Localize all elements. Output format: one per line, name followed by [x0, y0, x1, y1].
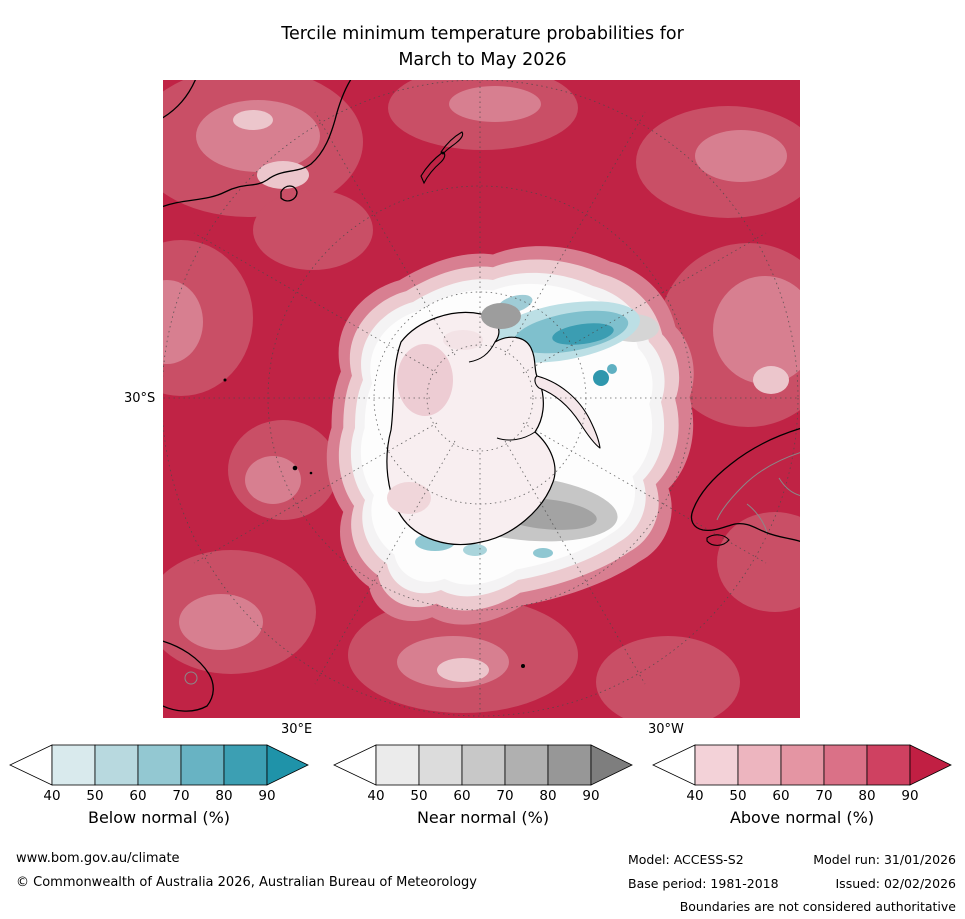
- legend-near-normal: 40 50 60 70 80 90 Near normal (%): [332, 744, 634, 827]
- australia-coastline: [163, 80, 352, 208]
- tasmania-coastline: [280, 185, 298, 202]
- legend-below-tick-labels: 40 50 60 70 80 90: [8, 786, 310, 804]
- tick-label: 70: [815, 788, 833, 804]
- latitude-label-30s: 30°S: [124, 391, 156, 406]
- footer-base-period: Base period: 1981-2018: [628, 876, 779, 891]
- colorbar-cell: [461, 744, 506, 786]
- tick-label: 70: [172, 788, 190, 804]
- graticule: [163, 80, 800, 718]
- country-borders: [184, 452, 800, 685]
- footer-boundaries-disclaimer: Boundaries are not considered authoritat…: [679, 899, 956, 914]
- footer-model-run: Model run: 31/01/2026: [813, 852, 956, 867]
- colorbar-right-arrow: [590, 744, 633, 786]
- page-title: Tercile minimum temperature probabilitie…: [0, 21, 965, 73]
- colorbar-cell: [780, 744, 825, 786]
- colorbar-cell: [94, 744, 139, 786]
- colorbar-left-arrow: [333, 744, 377, 786]
- tick-label: 90: [258, 788, 276, 804]
- legend-below-colorbar: [9, 744, 309, 786]
- colorbar-cell: [866, 744, 911, 786]
- colorbar-left-arrow: [9, 744, 53, 786]
- legend-below-caption: Below normal (%): [87, 808, 231, 827]
- legend-near-tick-labels: 40 50 60 70 80 90: [332, 786, 634, 804]
- colorbar-right-arrow: [909, 744, 952, 786]
- tick-label: 70: [496, 788, 514, 804]
- tick-label: 80: [215, 788, 233, 804]
- tick-label: 90: [582, 788, 600, 804]
- tick-label: 40: [43, 788, 61, 804]
- islands: [223, 378, 525, 668]
- legend-near-colorbar: [333, 744, 633, 786]
- tick-label: 60: [129, 788, 147, 804]
- tick-label: 40: [686, 788, 704, 804]
- tick-label: 40: [367, 788, 385, 804]
- tick-label: 50: [86, 788, 104, 804]
- coastlines: [163, 80, 800, 712]
- legend-above-colorbar: [652, 744, 952, 786]
- longitude-label-30w: 30°W: [648, 722, 684, 737]
- tick-label: 50: [729, 788, 747, 804]
- colorbar-cell: [418, 744, 463, 786]
- tick-label: 50: [410, 788, 428, 804]
- tick-label: 80: [539, 788, 557, 804]
- colorbar-cell: [823, 744, 868, 786]
- colorbar-cell: [737, 744, 782, 786]
- australia-west-coastline: [163, 80, 196, 119]
- new-zealand-north-island: [440, 131, 464, 155]
- footer-issued: Issued: 02/02/2026: [835, 876, 957, 891]
- colorbar-left-arrow: [652, 744, 696, 786]
- probability-field-pink: [163, 86, 800, 688]
- legend-above-caption: Above normal (%): [729, 808, 875, 827]
- colorbar-right-arrow: [266, 744, 309, 786]
- legend-above-normal: 40 50 60 70 80 90 Above normal (%): [651, 744, 953, 827]
- tick-label: 60: [772, 788, 790, 804]
- footer-model: Model: ACCESS-S2: [628, 852, 744, 867]
- colorbar-cell: [375, 744, 420, 786]
- legend-near-caption: Near normal (%): [416, 808, 550, 827]
- colorbar-cell: [223, 744, 268, 786]
- colorbar-cell: [504, 744, 549, 786]
- new-zealand-south-island: [420, 151, 446, 185]
- tick-label: 80: [858, 788, 876, 804]
- legend-below-normal: 40 50 60 70 80 90 Below normal (%): [8, 744, 310, 827]
- footer-website: www.bom.gov.au/climate: [16, 851, 180, 866]
- colorbar-cell: [694, 744, 739, 786]
- africa-coastline: [163, 640, 214, 712]
- tick-label: 60: [453, 788, 471, 804]
- tick-label: 90: [901, 788, 919, 804]
- longitude-label-30e: 30°E: [281, 722, 313, 737]
- antarctica-continent: [386, 303, 601, 546]
- tierra-del-fuego-coastline: [706, 534, 730, 546]
- colorbar-cell: [51, 744, 96, 786]
- south-america-coastline: [690, 427, 800, 543]
- legend-above-tick-labels: 40 50 60 70 80 90: [651, 786, 953, 804]
- probability-field-pale-pink: [233, 110, 789, 682]
- antarctic-peninsula: [534, 375, 601, 449]
- antarctica-probability-map: [163, 80, 800, 718]
- title-line-1: Tercile minimum temperature probabilitie…: [281, 24, 684, 44]
- colorbar-cell: [137, 744, 182, 786]
- colorbar-cell: [180, 744, 225, 786]
- footer-copyright: © Commonwealth of Australia 2026, Austra…: [16, 875, 477, 890]
- title-line-2: March to May 2026: [398, 50, 567, 70]
- colorbar-cell: [547, 744, 592, 786]
